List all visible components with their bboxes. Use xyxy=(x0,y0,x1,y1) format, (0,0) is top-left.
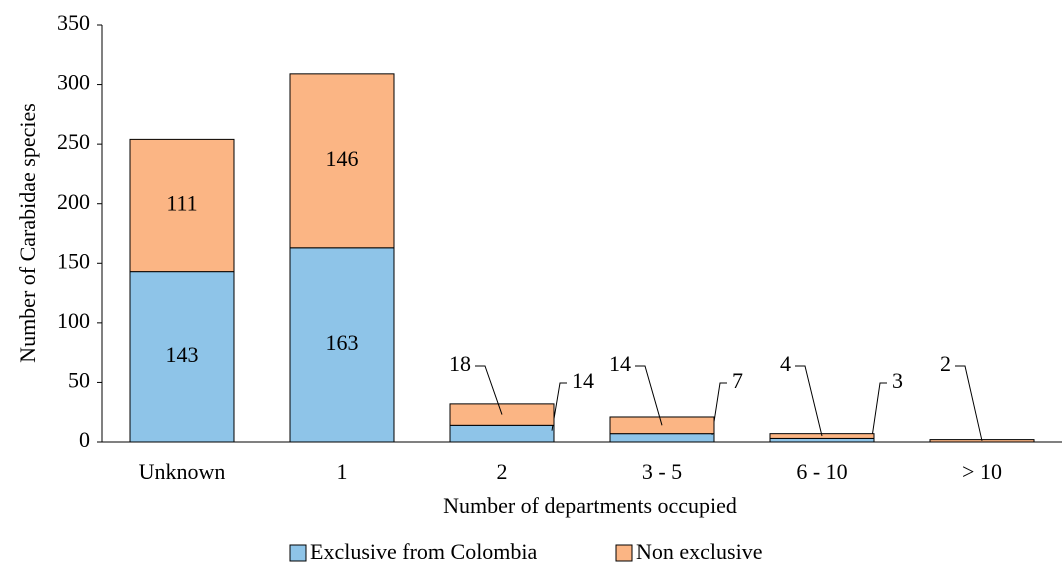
y-tick-label: 0 xyxy=(79,427,90,452)
data-label: 14 xyxy=(609,351,631,376)
leader-line xyxy=(955,365,983,441)
bar-segment xyxy=(289,247,395,443)
bar-segment xyxy=(769,437,875,443)
x-tick-label: 6 - 10 xyxy=(796,459,847,484)
y-tick-label: 300 xyxy=(57,70,90,95)
x-tick-label: > 10 xyxy=(962,459,1002,484)
leader-line xyxy=(711,382,727,435)
leader-line xyxy=(635,365,663,426)
data-label: 7 xyxy=(732,368,743,393)
leader-line xyxy=(795,365,823,437)
bar-segment xyxy=(449,424,555,443)
bar-segment xyxy=(449,403,555,426)
data-label: 4 xyxy=(780,351,791,376)
legend-swatch xyxy=(289,544,307,562)
x-tick-label: 2 xyxy=(497,459,508,484)
x-tick-label: 3 - 5 xyxy=(642,459,682,484)
data-label: 143 xyxy=(166,342,199,367)
bar-segment xyxy=(289,73,395,249)
leader-line xyxy=(871,382,887,438)
data-label: 2 xyxy=(940,351,951,376)
y-axis-title: Number of Carabidae species xyxy=(15,103,40,363)
data-label: 3 xyxy=(892,368,903,393)
x-tick-label: Unknown xyxy=(139,459,226,484)
data-label: 14 xyxy=(572,368,594,393)
y-tick-label: 100 xyxy=(57,308,90,333)
y-tick-label: 150 xyxy=(57,248,90,273)
x-axis-title: Number of departments occupied xyxy=(443,493,737,518)
legend-label: Non exclusive xyxy=(636,539,762,564)
data-label: 163 xyxy=(326,330,359,355)
legend-swatch xyxy=(615,544,633,562)
y-tick-label: 200 xyxy=(57,189,90,214)
bar-segment xyxy=(129,138,235,273)
legend-label: Exclusive from Colombia xyxy=(310,539,538,564)
x-tick-label: 1 xyxy=(337,459,348,484)
data-label: 18 xyxy=(449,351,471,376)
y-tick-label: 350 xyxy=(57,10,90,35)
data-label: 111 xyxy=(166,191,197,216)
data-label: 146 xyxy=(326,146,359,171)
bar-segment xyxy=(609,433,715,443)
y-tick-label: 250 xyxy=(57,129,90,154)
leader-line xyxy=(551,382,567,431)
y-tick-label: 50 xyxy=(68,367,90,392)
leader-line xyxy=(475,365,503,415)
